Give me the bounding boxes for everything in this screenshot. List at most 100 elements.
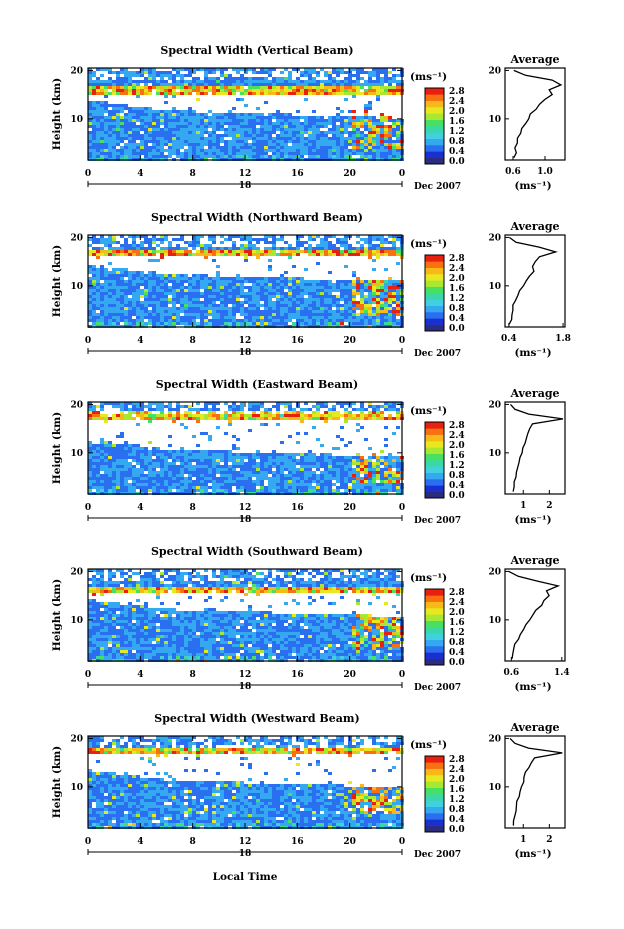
heatmap-cell <box>240 468 244 471</box>
heatmap-cell <box>100 477 104 480</box>
heatmap-cell <box>188 244 192 247</box>
heatmap-cell <box>92 405 96 408</box>
heatmap-cell <box>132 110 136 113</box>
heatmap-cell <box>284 128 288 131</box>
heatmap-cell <box>276 477 280 480</box>
heatmap-cell <box>276 313 280 316</box>
heatmap-cell <box>116 483 120 486</box>
heatmap-cell <box>368 238 372 241</box>
colorbar-swatch <box>425 267 444 275</box>
heatmap-cell <box>320 474 324 477</box>
heatmap-cell <box>132 134 136 137</box>
heatmap-cell <box>176 152 180 155</box>
heatmap-cell <box>140 277 144 280</box>
heatmap-cell <box>188 465 192 468</box>
heatmap-cell <box>276 247 280 250</box>
heatmap-cell <box>184 322 188 325</box>
heatmap-cell <box>376 80 380 83</box>
heatmap-cell <box>332 316 336 319</box>
heatmap-cell <box>284 134 288 137</box>
heatmap-cell <box>384 286 388 289</box>
heatmap-cell <box>232 468 236 471</box>
heatmap-cell <box>96 298 100 301</box>
heatmap-cell <box>320 244 324 247</box>
heatmap-cell <box>104 447 108 450</box>
heatmap-cell <box>272 143 276 146</box>
heatmap-cell <box>312 477 316 480</box>
heatmap-cell <box>312 426 316 429</box>
heatmap-cell <box>204 295 208 298</box>
heatmap-cell <box>312 131 316 134</box>
heatmap-cell <box>388 134 392 137</box>
heatmap-cell <box>148 71 152 74</box>
heatmap-cell <box>124 477 128 480</box>
heatmap-cell <box>216 289 220 292</box>
heatmap-cell <box>252 280 256 283</box>
heatmap-cell <box>148 471 152 474</box>
heatmap-cell <box>108 92 112 95</box>
heatmap-cell <box>308 68 312 71</box>
heatmap-cell <box>200 122 204 125</box>
heatmap-cell <box>184 86 188 89</box>
heatmap-cell <box>328 235 332 238</box>
heatmap-cell <box>256 301 260 304</box>
heatmap-cell <box>236 295 240 298</box>
heatmap-cell <box>316 304 320 307</box>
heatmap-cell <box>284 119 288 122</box>
heatmap-cell <box>364 304 368 307</box>
heatmap-cell <box>308 134 312 137</box>
heatmap-cell <box>236 471 240 474</box>
heatmap-cell <box>248 92 252 95</box>
heatmap-cell <box>276 423 280 426</box>
heatmap-cell <box>176 122 180 125</box>
heatmap-cell <box>324 313 328 316</box>
heatmap-cell <box>128 310 132 313</box>
heatmap-cell <box>388 140 392 143</box>
heatmap-cell <box>180 274 184 277</box>
heatmap-cell <box>348 253 352 256</box>
heatmap-cell <box>304 143 308 146</box>
heatmap-cell <box>216 92 220 95</box>
heatmap-cell <box>88 283 92 286</box>
heatmap-cell <box>112 292 116 295</box>
heatmap-cell <box>312 289 316 292</box>
heatmap-cell <box>288 295 292 298</box>
heatmap-cell <box>264 77 268 80</box>
heatmap-cell <box>176 313 180 316</box>
heatmap-cell <box>328 92 332 95</box>
heatmap-cell <box>304 68 308 71</box>
heatmap-cell <box>212 316 216 319</box>
heatmap-cell <box>88 411 92 414</box>
heatmap-cell <box>344 155 348 158</box>
heatmap-cell <box>176 486 180 489</box>
heatmap-cell <box>260 474 264 477</box>
heatmap-cell <box>252 125 256 128</box>
heatmap-cell <box>356 92 360 95</box>
heatmap-cell <box>220 489 224 492</box>
heatmap-cell <box>248 128 252 131</box>
heatmap-cell <box>224 92 228 95</box>
heatmap-cell <box>316 322 320 325</box>
heatmap-cell <box>276 471 280 474</box>
heatmap-cell <box>284 307 288 310</box>
heatmap-cell <box>296 301 300 304</box>
heatmap-cell <box>132 444 136 447</box>
heatmap-cell <box>328 286 332 289</box>
colorbar-swatch <box>425 94 444 101</box>
heatmap-cell <box>232 250 236 253</box>
heatmap-cell <box>388 301 392 304</box>
heatmap-cell <box>384 125 388 128</box>
heatmap-cell <box>176 137 180 140</box>
heatmap-cell <box>176 143 180 146</box>
heatmap-cell <box>196 83 200 86</box>
heatmap-cell <box>376 253 380 256</box>
heatmap-cell <box>360 310 364 313</box>
heatmap-cell <box>124 122 128 125</box>
heatmap-cell <box>280 274 284 277</box>
heatmap-cell <box>352 80 356 83</box>
heatmap-cell <box>108 247 112 250</box>
heatmap-cell <box>360 116 364 119</box>
heatmap-cell <box>280 146 284 149</box>
heatmap-cell <box>136 80 140 83</box>
heatmap-cell <box>104 453 108 456</box>
